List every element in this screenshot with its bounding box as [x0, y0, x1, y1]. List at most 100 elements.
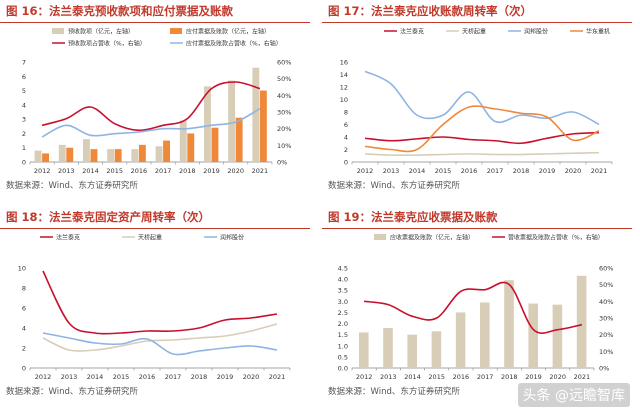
legend-label: 法兰泰克: [56, 234, 80, 242]
y-tick-label: 3.5: [338, 287, 348, 295]
x-tick-label: 2015: [428, 373, 445, 381]
source-note: 数据来源：Wind、东方证券研究所: [6, 181, 138, 191]
watermark: 头条 @远瞻智库: [517, 383, 630, 407]
series-line: [364, 105, 600, 153]
x-tick-label: 2018: [191, 373, 208, 381]
y-tick-label: 0.5: [338, 353, 348, 361]
x-tick-label: 2016: [453, 373, 470, 381]
y-tick-label: 4.0: [338, 276, 348, 284]
bar: [455, 312, 466, 368]
series-line: [364, 151, 600, 157]
y-tick-label: 10: [18, 265, 26, 273]
legend-label: 预收款项占营收（%，右轴）: [68, 40, 146, 48]
y-tick-label: 3.0: [338, 298, 348, 306]
panel-title: 图 18：法兰泰克固定资产周转率（次）: [6, 210, 211, 224]
x-tick-label: 2020: [227, 167, 244, 175]
bar: [383, 328, 393, 368]
panel-16: 图 16：法兰泰克预收款项和应付票据及账款 预收款项（亿元，左轴） 应付票据及账款…: [0, 0, 310, 195]
series-line: [364, 131, 600, 145]
panel-title-bar: 图 16：法兰泰克预收款项和应付票据及账款: [0, 0, 310, 23]
y-tick-label: 2: [344, 146, 348, 154]
x-tick-label: 2021: [591, 167, 608, 175]
y2-tick-label: 30%: [599, 315, 613, 323]
y-tick-label: 8: [22, 285, 26, 293]
x-tick-label: 2020: [565, 167, 582, 175]
x-tick-label: 2019: [525, 373, 542, 381]
bar: [138, 144, 146, 162]
x-tick-label: 2012: [356, 373, 373, 381]
source-note: 数据来源：Wind、东方证券研究所: [6, 387, 138, 397]
y-tick-label: 2: [22, 345, 26, 353]
chart-17: 法兰泰克 天桥起重 润邦股份 华东重机 0 2 4 6 8 10 12 14 16 2012 2013 201…: [340, 28, 613, 175]
panel-18: 图 18：法兰泰克固定资产周转率（次） 法兰泰克 天桥起重 润邦股份 0 2 4 6 8 10 2…: [0, 206, 310, 401]
x-tick-label: 2016: [139, 373, 156, 381]
y-tick-label: 0: [22, 159, 26, 167]
series-line: [364, 70, 600, 126]
legend-label: 华东重机: [586, 28, 610, 36]
x-tick-label: 2020: [243, 373, 260, 381]
bar: [431, 331, 442, 368]
x-tick-label: 2016: [461, 167, 478, 175]
x-tick-label: 2019: [217, 373, 234, 381]
y-tick-label: 4: [22, 101, 26, 109]
y-tick-label: 14: [340, 71, 348, 79]
series-line: [41, 107, 261, 138]
bar: [82, 139, 90, 162]
x-tick-label: 2014: [87, 373, 104, 381]
x-tick-label: 2013: [58, 167, 75, 175]
x-tick-label: 2017: [165, 373, 182, 381]
y2-tick-label: 10%: [277, 142, 291, 150]
bar: [359, 332, 369, 368]
source-note: 数据来源：Wind、东方证券研究所: [328, 387, 460, 397]
y-tick-label: 0.0: [338, 365, 348, 373]
y2-tick-label: 50%: [599, 281, 613, 289]
x-tick-label: 2021: [574, 373, 591, 381]
bar: [107, 149, 115, 162]
x-tick-label: 2013: [380, 373, 397, 381]
y-tick-label: 4.5: [338, 265, 348, 273]
bar: [163, 140, 171, 162]
y-tick-label: 8: [344, 109, 348, 117]
y2-tick-label: 10%: [599, 348, 613, 356]
y2-tick-label: 60%: [599, 265, 613, 273]
bar: [131, 149, 139, 162]
x-tick-label: 2018: [501, 373, 518, 381]
bar: [407, 334, 417, 368]
y-tick-label: 6: [22, 305, 26, 313]
legend-label: 应付票据及账款（亿元，左轴）: [186, 28, 270, 36]
legend-label: 天桥起重: [462, 28, 486, 36]
series-line: [42, 332, 278, 356]
y-tick-label: 16: [340, 59, 348, 67]
x-tick-label: 2012: [35, 373, 52, 381]
x-tick-label: 2015: [435, 167, 452, 175]
series-line: [41, 81, 261, 132]
y-tick-label: 4: [22, 325, 26, 333]
x-tick-label: 2015: [113, 373, 130, 381]
x-tick-label: 2016: [131, 167, 148, 175]
x-tick-label: 2021: [252, 167, 269, 175]
y-tick-label: 12: [340, 84, 348, 92]
x-tick-label: 2018: [179, 167, 196, 175]
panel-title: 图 19：法兰泰克应收票据及账款: [328, 210, 498, 224]
y-tick-label: 3: [22, 116, 26, 124]
y-tick-label: 6: [22, 73, 26, 81]
bar: [66, 147, 74, 162]
x-tick-label: 2017: [487, 167, 504, 175]
y-tick-label: 1.0: [338, 342, 348, 350]
y2-tick-label: 40%: [599, 298, 613, 306]
legend-label: 润邦股份: [220, 234, 244, 242]
y2-tick-label: 60%: [277, 59, 291, 67]
legend-label: 润邦股份: [524, 28, 548, 36]
panel-title-bar: 图 19：法兰泰克应收票据及账款: [322, 206, 632, 229]
bar: [235, 117, 243, 162]
legend-swatch: [52, 28, 64, 34]
bar: [252, 67, 260, 162]
x-tick-label: 2014: [409, 167, 426, 175]
panel-title: 图 16：法兰泰克预收款项和应付票据及账款: [6, 4, 234, 18]
legend-label: 天桥起重: [138, 234, 162, 242]
y2-tick-label: 40%: [277, 92, 291, 100]
chart-18: 法兰泰克 天桥起重 润邦股份 0 2 4 6 8 10 2012 2013 2014 2015 2016 2…: [18, 234, 291, 381]
y2-tick-label: 20%: [277, 125, 291, 133]
y-tick-label: 7: [22, 59, 26, 67]
series-line: [363, 281, 583, 334]
